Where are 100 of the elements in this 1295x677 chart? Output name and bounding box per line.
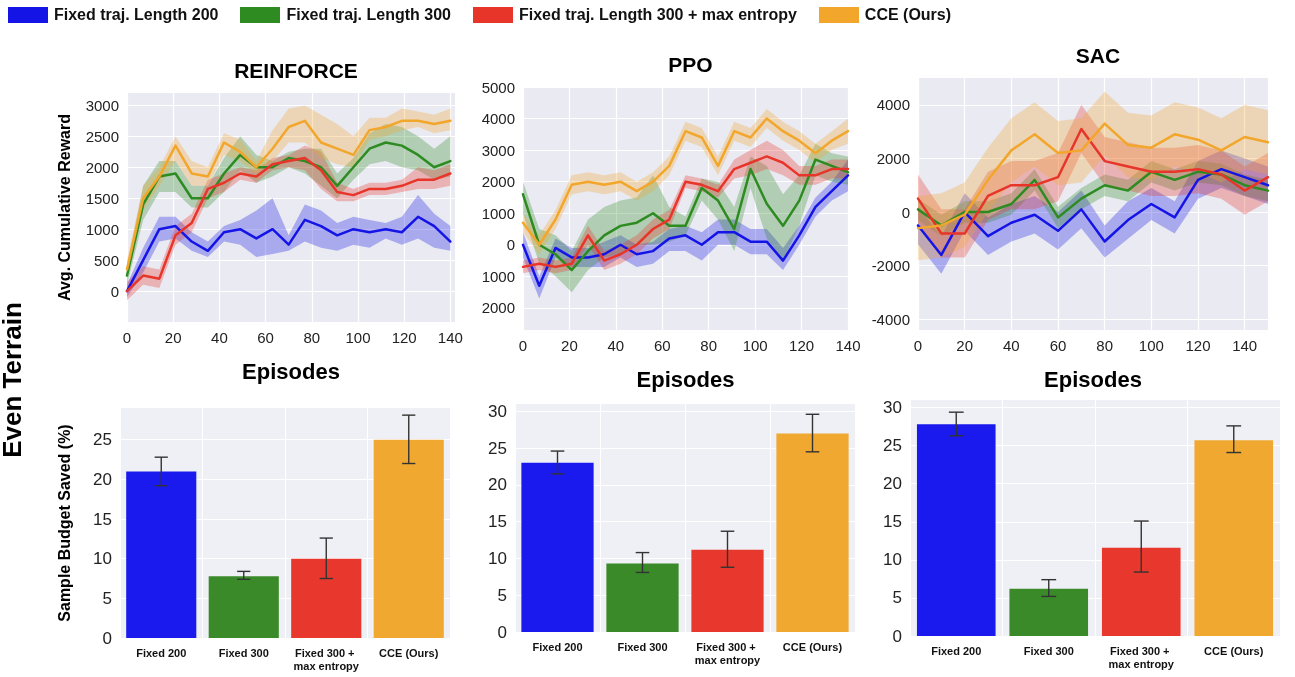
y-tick-label: 5: [102, 588, 112, 608]
y-tick-label: 2000: [876, 149, 910, 167]
x-tick-label: 0: [122, 329, 132, 346]
y-tick-label: 0: [110, 282, 119, 300]
y-tick-label: 1500: [85, 189, 119, 207]
y-tick-label: 15: [93, 509, 112, 529]
y-tick-label: 15: [488, 512, 507, 532]
y-tick-label: 1000: [481, 204, 515, 222]
y-tick-label: 15: [883, 512, 902, 532]
line-series: [521, 174, 850, 288]
x-tick-label: Fixed 200: [931, 644, 982, 657]
bar: [1194, 440, 1274, 636]
bar: [373, 439, 444, 638]
y-tick-label: 5: [892, 588, 902, 608]
x-tick-label: Fixed 300 + max entropy: [694, 640, 762, 666]
x-tick-label: 120: [789, 337, 815, 354]
y-tick-label: 20: [883, 474, 902, 494]
x-tick-label: 60: [653, 337, 671, 354]
y-tick-label: -2000: [871, 257, 910, 275]
x-tick-label: 0: [518, 337, 528, 354]
x-axis-title: Episodes: [636, 366, 735, 392]
y-tick-label: 10: [488, 548, 507, 568]
x-tick-label: 60: [1049, 337, 1067, 354]
y-tick-label: 10: [93, 549, 112, 569]
bar: [1009, 588, 1089, 636]
legend-label: Fixed traj. Length 300: [286, 6, 451, 24]
bar: [691, 549, 764, 632]
x-tick-label: 80: [1096, 337, 1114, 354]
x-tick-label: CCE (Ours): [379, 646, 439, 659]
legend-label: Fixed traj. Length 200: [54, 6, 219, 24]
x-tick-label: Fixed 200: [532, 640, 583, 653]
y-tick-label: 10: [883, 550, 902, 570]
legend-label: CCE (Ours): [864, 6, 952, 24]
x-tick-label: 140: [437, 329, 463, 346]
y-axis-title: Avg. Cumulative Reward: [55, 113, 73, 302]
legend-label: Fixed traj. Length 300 + max entropy: [518, 6, 797, 24]
y-tick-label: 20: [488, 475, 507, 495]
bar: [521, 462, 594, 632]
y-tick-label: 2000: [481, 173, 515, 191]
y-tick-label: 2000: [481, 299, 515, 317]
bar: [126, 471, 197, 638]
bar: [1101, 547, 1181, 636]
x-axis-title: Episodes: [1044, 366, 1142, 392]
y-tick-label: 3000: [481, 141, 515, 159]
y-tick-label: 20: [93, 469, 112, 489]
y-tick-label: 500: [93, 251, 119, 269]
y-tick-label: 1000: [85, 220, 119, 238]
x-axis-title: Episodes: [242, 358, 340, 384]
x-tick-label: 80: [303, 329, 321, 346]
y-tick-label: 2500: [85, 127, 119, 145]
x-tick-label: 60: [257, 329, 274, 346]
y-tick-label: 0: [506, 236, 515, 254]
x-tick-label: 20: [561, 337, 578, 354]
x-tick-label: 20: [164, 329, 182, 346]
x-tick-label: Fixed 200: [136, 646, 187, 659]
y-tick-label: 3000: [85, 96, 119, 114]
x-tick-label: 80: [700, 337, 718, 354]
y-tick-label: 5000: [481, 78, 515, 96]
x-tick-label: Fixed 300: [617, 640, 668, 653]
y-tick-label: 30: [883, 398, 902, 418]
y-tick-label: 25: [883, 436, 902, 456]
chart-title: PPO: [668, 53, 713, 76]
x-tick-label: 40: [607, 337, 625, 354]
y-tick-label: 4000: [876, 96, 910, 114]
line-series: [916, 167, 1270, 257]
y-tick-label: 4000: [481, 110, 515, 128]
x-tick-label: 140: [1232, 337, 1258, 354]
x-tick-label: CCE (Ours): [782, 640, 843, 653]
x-tick-label: 40: [211, 329, 228, 346]
x-tick-label: 100: [345, 329, 371, 346]
x-tick-label: 100: [742, 337, 768, 354]
bar: [208, 576, 279, 638]
line-series: [125, 215, 452, 293]
x-tick-label: 40: [1002, 337, 1020, 354]
y-tick-label: 30: [488, 401, 507, 421]
bar: [776, 433, 849, 632]
y-tick-label: -4000: [871, 310, 910, 328]
y-tick-label: 0: [901, 203, 910, 221]
x-tick-label: CCE (Ours): [1204, 644, 1264, 657]
x-tick-label: Fixed 300 + max entropy: [293, 646, 360, 672]
bar: [291, 558, 362, 638]
y-axis-title: Sample Budget Saved (%): [55, 424, 73, 622]
y-tick-label: 1000: [481, 267, 515, 285]
x-tick-label: 0: [913, 337, 923, 354]
x-tick-label: 20: [956, 337, 974, 354]
bar: [916, 424, 996, 636]
x-tick-label: Fixed 300 + max entropy: [1108, 644, 1175, 670]
x-tick-label: 100: [1138, 337, 1164, 354]
chart-title: SAC: [1075, 44, 1121, 67]
y-tick-label: 5: [497, 585, 507, 605]
chart-title: REINFORCE: [234, 59, 358, 82]
bar: [606, 563, 679, 632]
y-tick-label: 2000: [85, 158, 119, 176]
y-tick-label: 25: [488, 438, 507, 458]
x-tick-label: Fixed 300: [218, 646, 269, 659]
x-tick-label: 140: [835, 337, 861, 354]
x-tick-label: Fixed 300: [1023, 644, 1074, 657]
x-tick-label: 120: [391, 329, 417, 346]
x-tick-label: 120: [1185, 337, 1211, 354]
text: Even Terrain: [0, 302, 27, 458]
